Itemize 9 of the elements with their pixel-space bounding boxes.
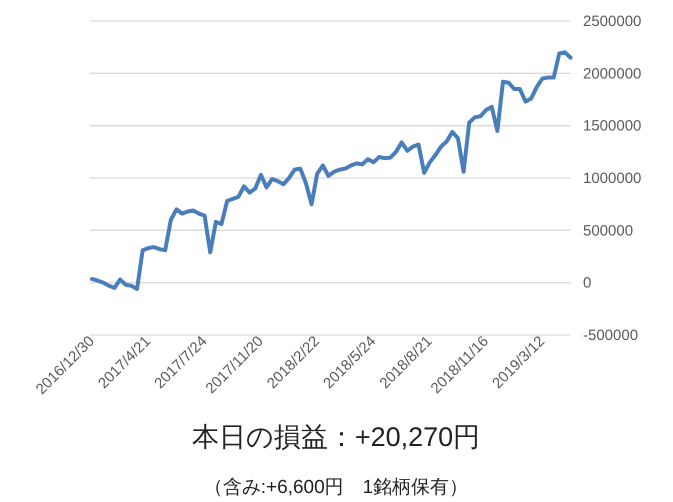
ytick: 1500000 <box>583 118 642 135</box>
ytick: 2000000 <box>583 65 642 82</box>
title: 本日の損益：+20,270円 <box>192 422 480 452</box>
ytick: -500000 <box>583 327 638 344</box>
ytick: 500000 <box>583 222 634 240</box>
ytick: 2500000 <box>583 13 642 30</box>
ytick: 0 <box>583 274 592 292</box>
ytick: 1000000 <box>583 170 642 187</box>
subtitle: （含み:+6,600円 1銘柄保有） <box>204 477 468 498</box>
